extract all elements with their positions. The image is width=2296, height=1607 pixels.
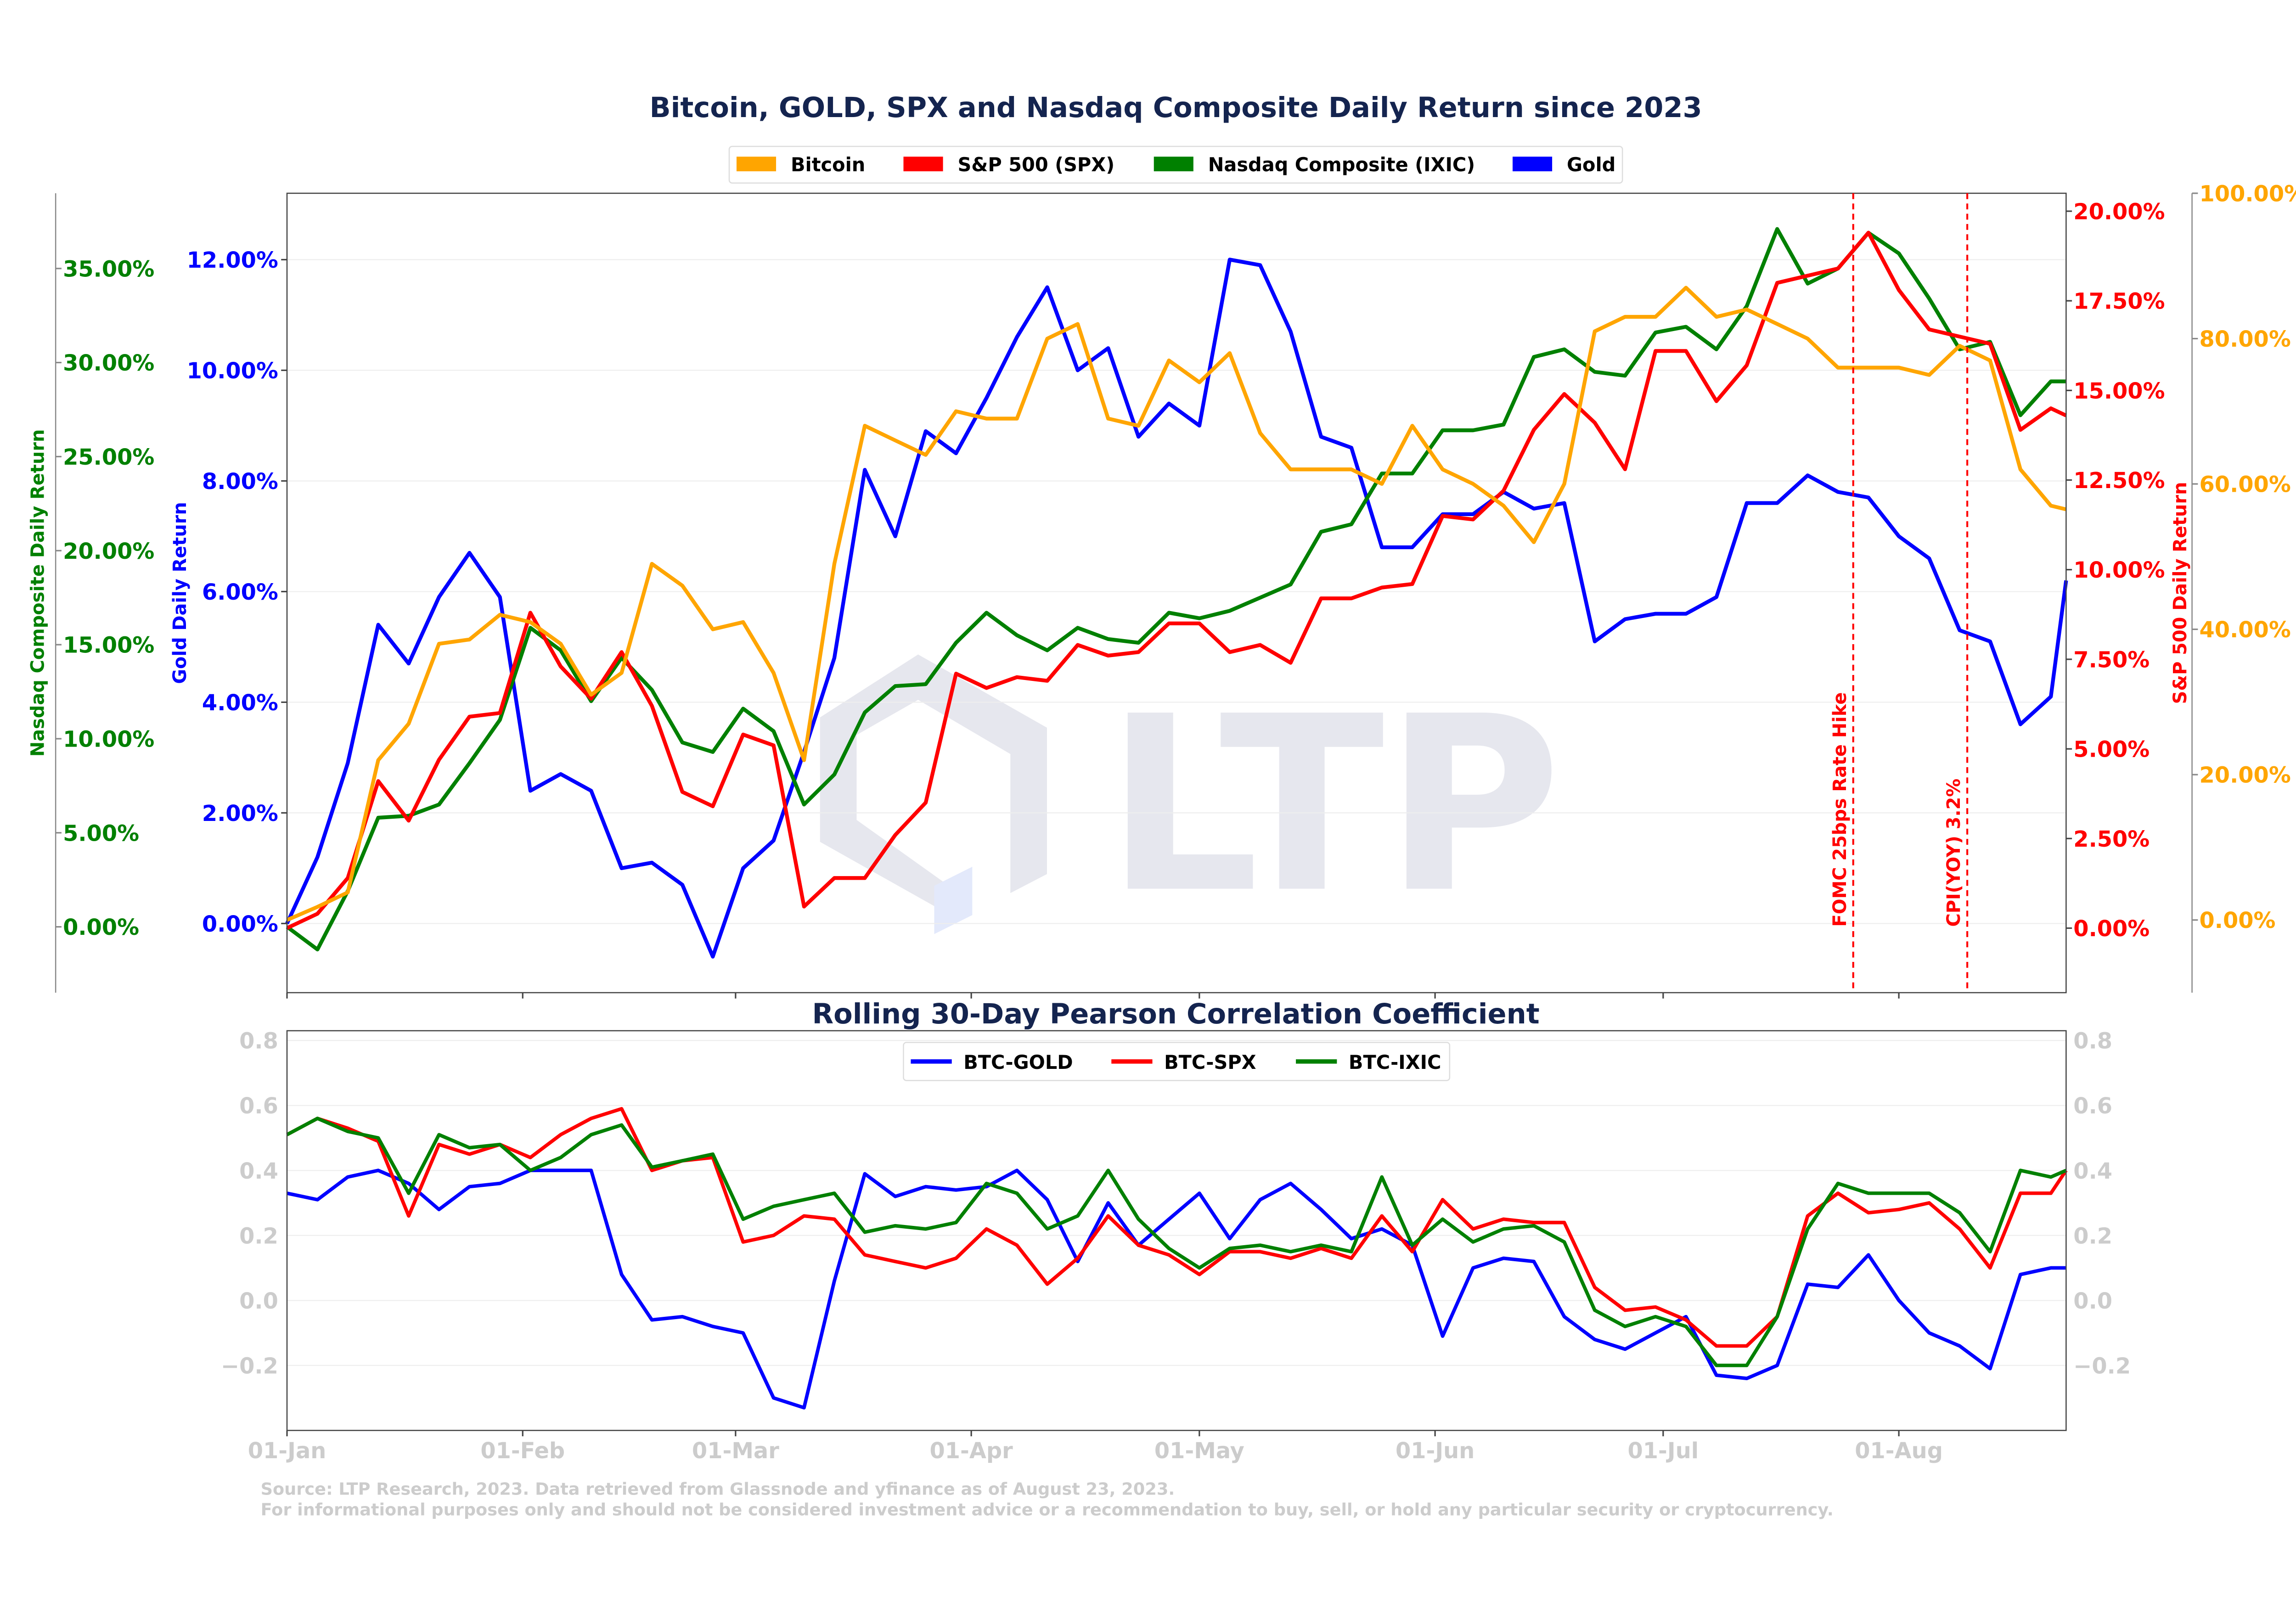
corr-tick-label-left: 0.0 [239,1289,278,1314]
gold-tick-label: 6.00% [202,580,278,605]
corr-tick-label-right: 0.6 [2073,1094,2112,1119]
spx-axis-label: S&P 500 Daily Return [2170,482,2191,704]
event-label: FOMC 25bps Rate Hike [1829,692,1851,927]
correlation-chart-title: Rolling 30-Day Pearson Correlation Coeff… [812,998,1539,1030]
date-tick-label: 01-Jan [248,1438,326,1464]
legend-label: Gold [1567,154,1615,176]
top-plot-frame [286,192,2067,994]
gold-tick-label: 10.00% [187,359,278,384]
event-label: CPI(YOY) 3.2% [1943,779,1964,927]
gold-tick-label: 12.00% [187,248,278,273]
bottom-plot-frame [286,1030,2067,1431]
corr-tick-label-left: −0.2 [221,1354,278,1379]
date-tick-label: 01-Feb [480,1438,565,1464]
nasdaq-tick-label: 30.00% [63,351,154,376]
spx-tick-label: 5.00% [2073,737,2150,763]
corr-line-btc-ixic [286,1117,2067,1367]
series-line-bitcoin [286,286,2067,922]
gold-tick-label: 4.00% [202,691,278,716]
spx-tick-label: 0.00% [2073,916,2150,942]
corr-line-btc-gold [287,1169,2066,1410]
bitcoin-tick-label: 100.00% [2200,181,2296,207]
series-line-gold [285,258,2068,959]
spx-tick-label: 15.00% [2073,379,2165,404]
correlation-series-lines [286,1107,2068,1410]
corr-tick-label-right: 0.8 [2073,1029,2112,1054]
nasdaq-tick-label: 0.00% [63,915,139,940]
corr-tick-label-left: 0.4 [239,1159,278,1184]
gold-tick-label: 8.00% [202,469,278,494]
date-tick-label: 01-Apr [930,1438,1013,1464]
legend-label: BTC-GOLD [963,1051,1073,1073]
bitcoin-tick-label: 0.00% [2200,908,2276,933]
event-annotations: FOMC 25bps Rate Hike CPI(YOY) 3.2% [1829,193,1969,993]
spx-tick-label: 20.00% [2073,199,2165,225]
corr-tick-label-right: 0.4 [2073,1159,2112,1184]
top-grid [287,259,2066,924]
spx-tick-label: 12.50% [2073,468,2165,494]
legend-label: BTC-IXIC [1349,1051,1441,1073]
corr-tick-label-left: 0.6 [239,1094,278,1119]
main-chart-title: Bitcoin, GOLD, SPX and Nasdaq Composite … [649,92,1702,124]
date-tick-label: 01-Jul [1628,1438,1699,1464]
nasdaq-tick-label: 10.00% [63,727,154,752]
date-tick-label: 01-Jun [1396,1438,1474,1464]
top-series-lines [285,227,2068,959]
top-axes: 0.00% 5.00% 10.00% 15.00% 20.00% 25.00% 30.00%… [28,181,2296,999]
footer-disclaimer: For informational purposes only and shou… [261,1500,1834,1519]
ltp-watermark-logo: LTP [820,654,1561,946]
bitcoin-tick-label: 60.00% [2200,472,2291,498]
date-tick-label: 01-Mar [692,1438,779,1464]
date-tick-label: 01-Aug [1855,1438,1943,1464]
legend-swatch [1513,157,1553,172]
top-legend: Bitcoin S&P 500 (SPX) Nasdaq Composite (IX… [728,146,1623,184]
nasdaq-tick-label: 5.00% [63,821,139,846]
spx-tick-label: 2.50% [2073,827,2150,852]
spx-tick-label: 7.50% [2073,647,2150,673]
bottom-legend: BTC-GOLD BTC-SPX BTC-IXIC [903,1042,1451,1081]
legend-label: BTC-SPX [1164,1051,1256,1073]
spx-tick-label: 10.00% [2073,558,2165,583]
nasdaq-axis-label: Nasdaq Composite Daily Return [28,429,49,757]
gold-axis-label: Gold Daily Return [169,502,191,684]
gold-tick-label: 0.00% [202,912,278,937]
corr-tick-label-right: −0.2 [2073,1354,2131,1379]
bitcoin-tick-label: 20.00% [2200,763,2291,788]
bottom-grid [287,1040,2066,1366]
bottom-axes: −0.2 −0.2 0.0 0.0 0.2 0.2 0.4 0.4 0.6 0.6 0.8 0.8 01… [221,1029,2131,1464]
date-tick-label: 01-May [1154,1438,1244,1464]
series-line-s-p-500-spx- [286,230,2067,930]
watermark-text: LTP [1106,665,1562,946]
nasdaq-tick-label: 25.00% [63,445,154,470]
spx-tick-label: 17.50% [2073,289,2165,315]
corr-tick-label-right: 0.2 [2073,1224,2112,1249]
legend-swatch [736,157,777,172]
corr-tick-label-right: 0.0 [2073,1289,2112,1314]
corr-tick-label-left: 0.8 [239,1029,278,1054]
corr-tick-label-left: 0.2 [239,1224,278,1249]
gold-tick-label: 2.00% [202,801,278,826]
legend-label: S&P 500 (SPX) [957,154,1114,176]
legend-swatch [1154,157,1193,172]
legend-label: Nasdaq Composite (IXIC) [1208,154,1475,176]
legend-label: Bitcoin [791,154,865,176]
bitcoin-tick-label: 40.00% [2200,618,2291,643]
legend-swatch [903,157,943,172]
nasdaq-tick-label: 15.00% [63,633,154,658]
nasdaq-tick-label: 35.00% [63,257,154,282]
bitcoin-tick-label: 80.00% [2200,327,2291,352]
footer-source: Source: LTP Research, 2023. Data retriev… [261,1479,1175,1499]
nasdaq-tick-label: 20.00% [63,539,154,564]
